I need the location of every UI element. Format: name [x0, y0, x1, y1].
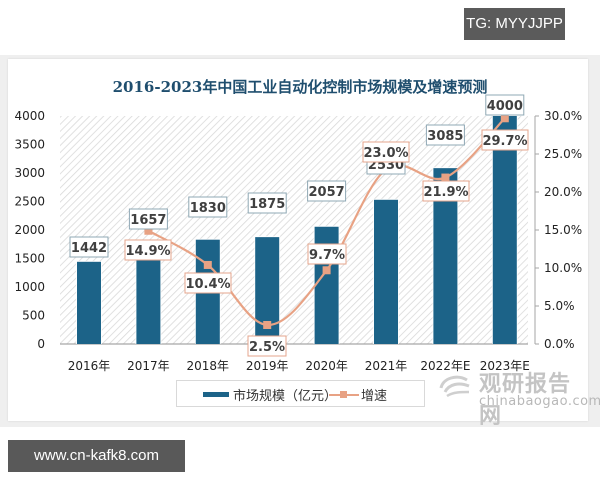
x-tick-label: 2022年E — [420, 359, 470, 373]
growth-value-label: 29.7% — [481, 129, 529, 151]
y-tick-label: 1500 — [14, 252, 45, 266]
watermark-en: chinabaogao.com — [479, 394, 600, 409]
growth-marker — [322, 266, 331, 275]
tg-badge: TG: MYYJJPP — [464, 8, 565, 40]
legend-item-growth: 增速 — [329, 385, 387, 404]
y-tick-label: 3500 — [14, 138, 45, 152]
watermark-cn: 观研报告网 — [479, 372, 572, 429]
chart-title: 2016-2023年中国工业自动化控制市场规模及增速预测 — [112, 78, 488, 96]
svg-text:2.5%: 2.5% — [249, 340, 285, 355]
bar — [136, 249, 161, 344]
y-tick-label: 2500 — [14, 195, 45, 209]
y2-tick-label: 20.0% — [544, 185, 582, 199]
bar — [77, 261, 101, 344]
line-marker-swatch-icon — [329, 390, 359, 398]
bar-swatch-icon — [203, 392, 229, 397]
growth-marker — [263, 321, 272, 329]
watermark: 观研报告网 chinabaogao.com — [437, 366, 600, 429]
y-tick-label: 1000 — [14, 280, 45, 294]
growth-value-labels: 14.9% 10.4% 2.5% 9.7% 23.0% 21.9% 29.7% — [124, 129, 529, 357]
growth-value-label: 9.7% — [307, 243, 347, 265]
bar-value-label: 4000 — [485, 94, 525, 116]
x-tick-label: 2019年 — [246, 359, 289, 373]
y2-tick-label: 25.0% — [544, 147, 582, 161]
y-tick-label: 4000 — [14, 109, 45, 123]
x-tick-label: 2020年 — [305, 359, 348, 373]
svg-text:9.7%: 9.7% — [309, 248, 345, 263]
growth-marker — [441, 173, 450, 182]
chart-legend: 市场规模（亿元） 增速 — [176, 380, 425, 407]
growth-value-label: 23.0% — [362, 141, 410, 163]
x-tick-label: 2016年 — [68, 359, 111, 373]
svg-text:1875: 1875 — [249, 197, 285, 212]
svg-text:21.9%: 21.9% — [423, 185, 468, 200]
y2-tick-label: 0.0% — [544, 337, 575, 351]
growth-value-label: 2.5% — [247, 335, 287, 357]
y-tick-label: 3000 — [14, 166, 45, 180]
y2-tick-label: 15.0% — [544, 223, 582, 237]
x-tick-label: 2021年 — [365, 359, 408, 373]
svg-text:29.7%: 29.7% — [482, 134, 527, 149]
growth-marker — [500, 114, 509, 123]
url-badge: www.cn-kafk8.com — [8, 440, 185, 472]
svg-text:2057: 2057 — [309, 185, 345, 200]
legend-bar-label: 市场规模（亿元） — [233, 389, 338, 404]
svg-text:1657: 1657 — [130, 213, 166, 228]
bar-value-label: 3085 — [425, 124, 465, 146]
bar-series — [76, 115, 518, 344]
y-tick-label: 500 — [22, 309, 45, 323]
x-axis-labels: 2016年 2017年 2018年 2019年 2020年 2021年 2022年E 2023… — [68, 359, 530, 373]
svg-text:4000: 4000 — [487, 99, 523, 114]
left-y-axis: 0 500 1000 1500 2000 2500 3000 3500 4000 — [14, 109, 45, 351]
bar-value-label: 2057 — [307, 180, 347, 202]
y2-tick-label: 30.0% — [544, 109, 582, 123]
bar-value-label: 1442 — [69, 236, 109, 258]
x-tick-label: 2017年 — [127, 359, 170, 373]
svg-text:23.0%: 23.0% — [363, 146, 408, 161]
legend-item-market-size: 市场规模（亿元） — [203, 385, 337, 404]
x-tick-label: 2018年 — [187, 359, 230, 373]
growth-value-label: 21.9% — [422, 180, 470, 202]
growth-marker — [144, 226, 153, 235]
x-tick-label: 2023年E — [480, 359, 530, 373]
legend-line-label: 增速 — [361, 389, 388, 404]
growth-value-label: 14.9% — [124, 239, 172, 261]
bar-value-label: 1657 — [128, 208, 168, 230]
svg-text:1442: 1442 — [71, 241, 107, 256]
y-tick-label: 2000 — [14, 223, 45, 237]
bar-value-label: 1875 — [247, 192, 287, 214]
bar-value-label: 1830 — [188, 196, 228, 218]
svg-text:3085: 3085 — [427, 129, 463, 144]
svg-text:1830: 1830 — [190, 201, 226, 216]
watermark-logo-icon — [439, 375, 470, 398]
y-tick-label: 0 — [37, 337, 45, 351]
svg-text:10.4%: 10.4% — [185, 277, 230, 292]
y2-tick-label: 10.0% — [544, 261, 582, 275]
y2-tick-label: 5.0% — [544, 299, 575, 313]
bar — [374, 199, 398, 344]
growth-marker — [203, 260, 212, 269]
svg-text:14.9%: 14.9% — [125, 244, 170, 259]
growth-value-label: 10.4% — [184, 272, 232, 294]
right-y-axis: 0.0% 5.0% 10.0% 15.0% 20.0% 25.0% 30.0% — [535, 109, 582, 351]
bar — [492, 116, 517, 344]
